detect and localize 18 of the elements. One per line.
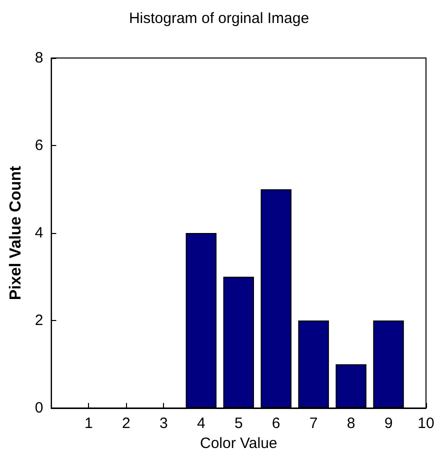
x-tick-label: 9	[384, 415, 393, 432]
x-axis-title: Color Value	[200, 434, 278, 452]
x-tick-label: 2	[122, 415, 130, 432]
x-tick-label: 1	[84, 415, 93, 432]
y-tick-label: 2	[34, 312, 44, 329]
y-tick-label: 6	[34, 137, 44, 154]
x-tick-label: 8	[346, 415, 356, 432]
y-tick-label: 0	[34, 400, 44, 416]
y-axis-title: Pixel Value Count	[8, 165, 24, 300]
x-tick-label: 7	[309, 415, 318, 432]
x-tick-label: 3	[160, 415, 168, 432]
x-tick-label: 5	[234, 415, 243, 432]
y-tick-label: 8	[34, 50, 44, 66]
chart-title: Histogram of orginal Image	[128, 10, 310, 27]
x-tick-label: 4	[196, 415, 206, 432]
y-tick-label: 4	[34, 224, 44, 242]
x-tick-label: 10	[418, 415, 434, 432]
x-tick-label: 6	[272, 415, 280, 432]
